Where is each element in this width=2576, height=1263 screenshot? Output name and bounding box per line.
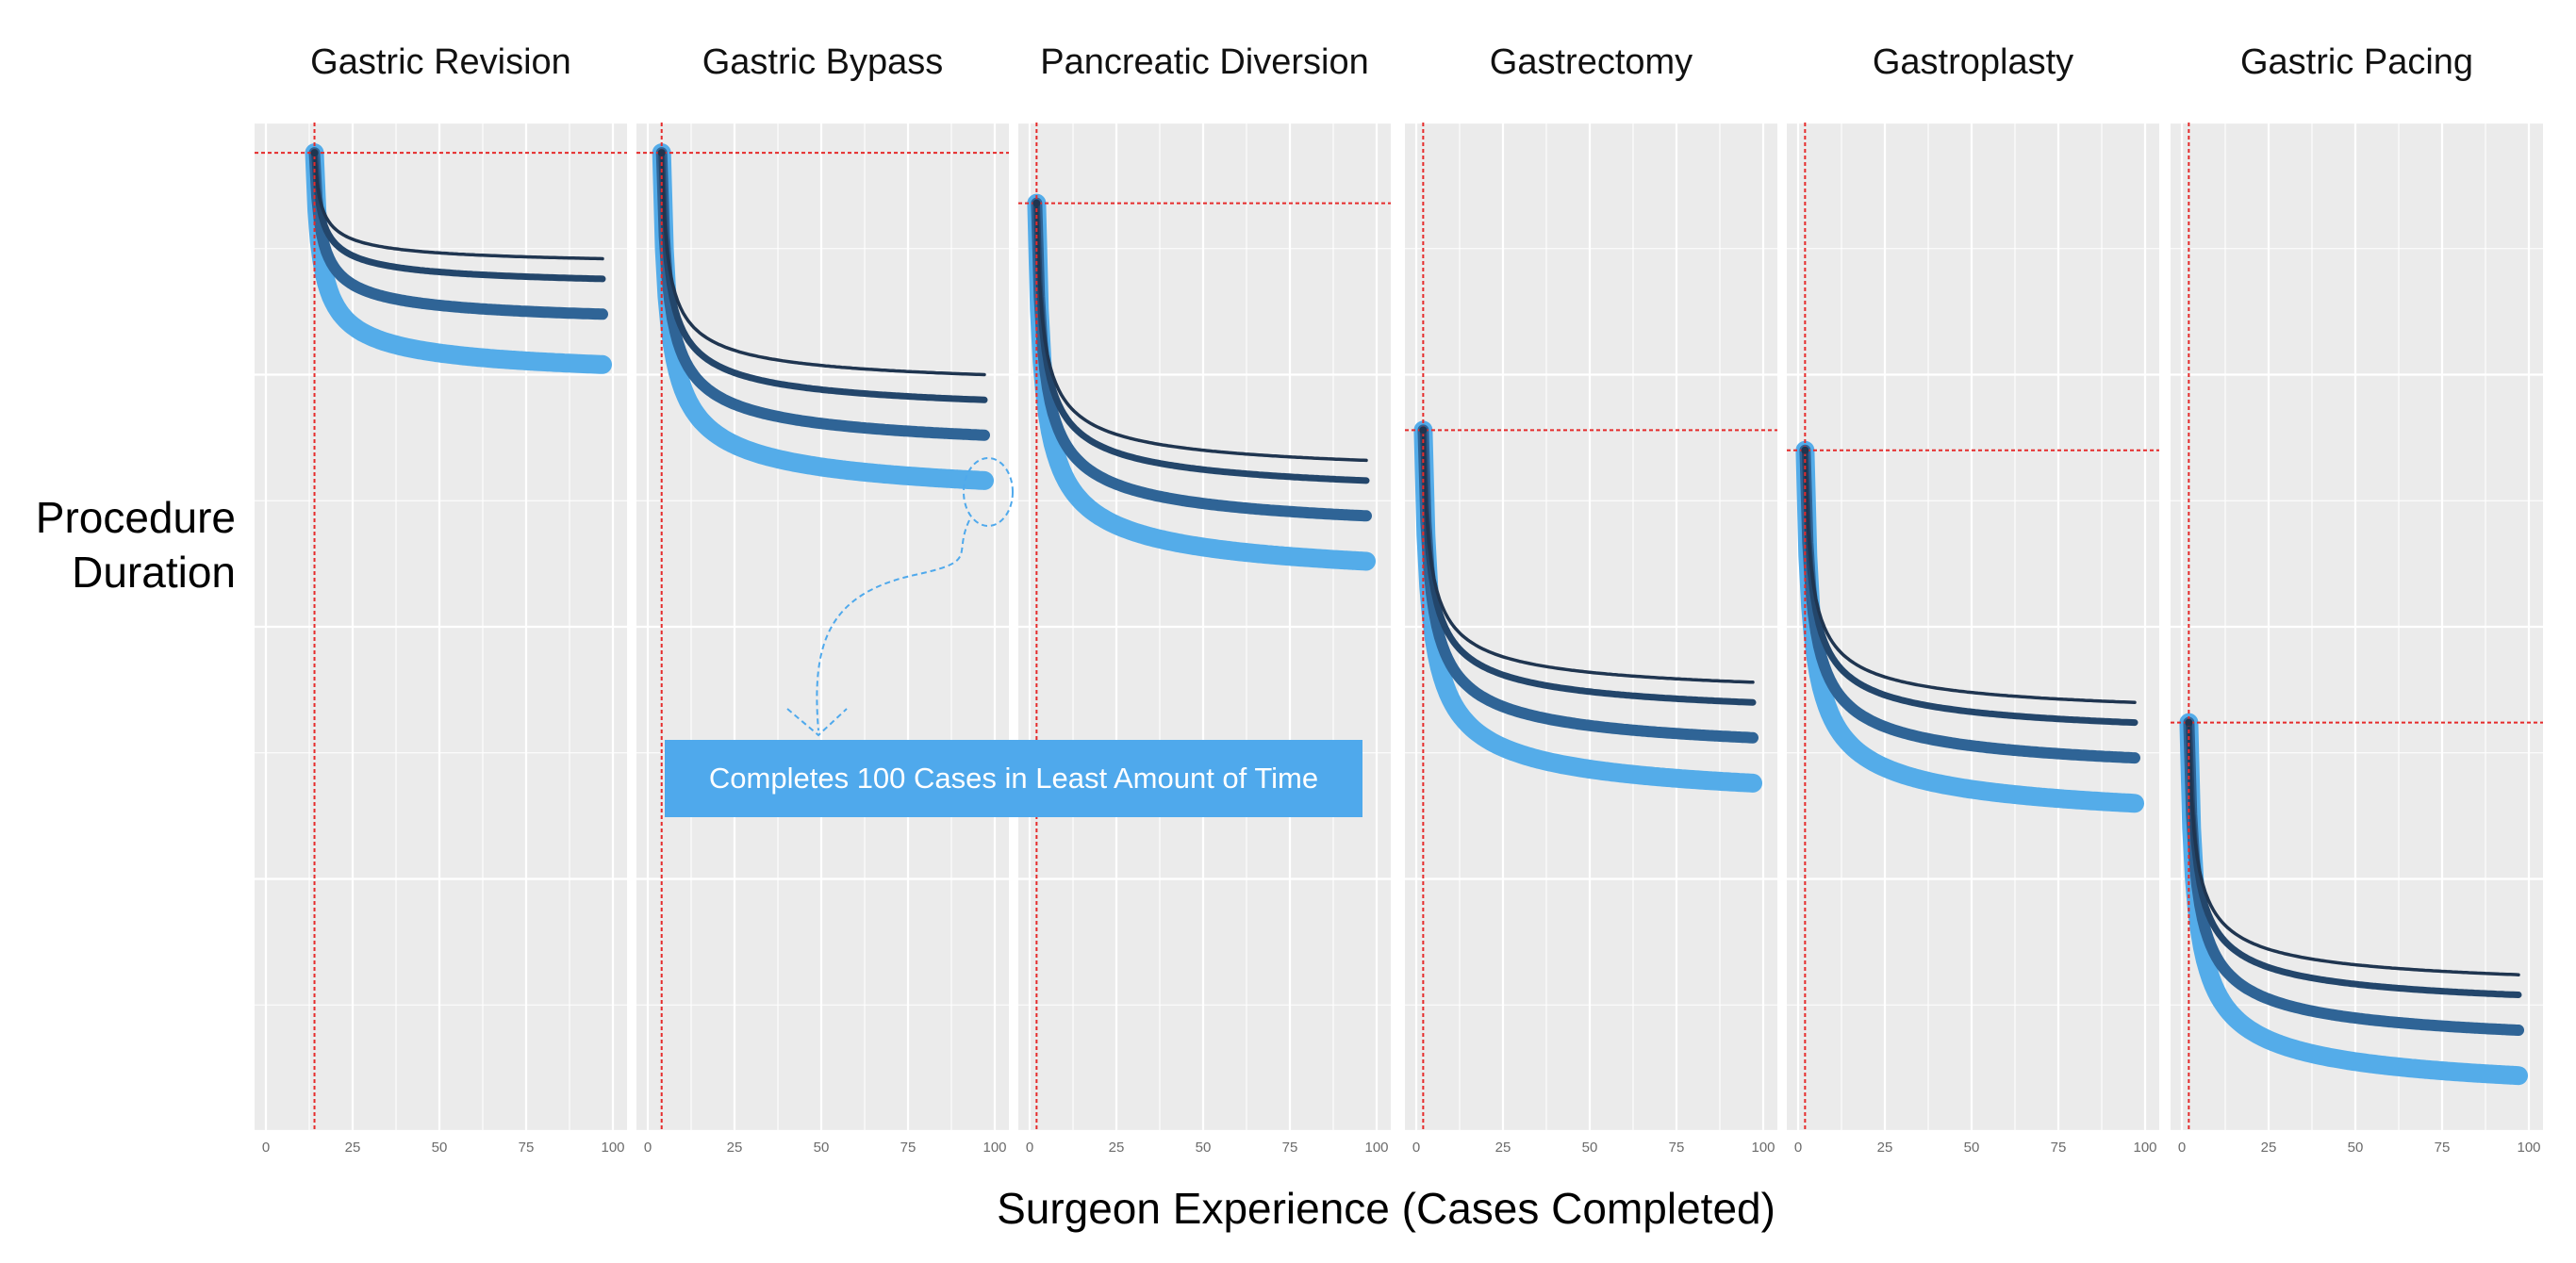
- panel-2: Pancreatic Diversion 0 25 50 75 100: [1018, 42, 1391, 1156]
- x-tick-label: 25: [345, 1140, 361, 1156]
- learning-curve-line: [1801, 447, 2138, 727]
- learning-curve-line: [1799, 444, 2140, 764]
- panel-title: Gastrectomy: [1490, 42, 1693, 82]
- start-point-marker: [1032, 199, 1041, 207]
- learning-curve-line: [305, 143, 612, 374]
- learning-curve-line: [1421, 428, 1755, 684]
- x-tick-label: 50: [1964, 1140, 1980, 1156]
- learning-curve-line: [1027, 193, 1376, 571]
- panel-1: Gastric Bypass 0 25 50 75 100: [636, 42, 1009, 1156]
- x-tick-label: 25: [2261, 1140, 2277, 1156]
- learning-curve-line: [655, 147, 990, 441]
- learning-curve-line: [2185, 719, 2522, 998]
- panel-title: Gastric Revision: [310, 42, 571, 82]
- x-tick-label: 100: [2133, 1140, 2156, 1156]
- x-tick-label: 0: [1412, 1140, 1420, 1156]
- panel-5: Gastric Pacing 0 25 50 75 100: [2171, 42, 2543, 1156]
- panel-0: Gastric Revision 0 25 50 75 100: [255, 42, 627, 1156]
- panel-3: Gastrectomy 0 25 50 75 100: [1405, 42, 1777, 1156]
- panel-title: Pancreatic Diversion: [1040, 42, 1368, 82]
- learning-curve-line: [1803, 449, 2137, 705]
- x-tick-label: 50: [1582, 1140, 1598, 1156]
- x-tick-label: 50: [814, 1140, 830, 1156]
- x-tick-label: 100: [601, 1140, 624, 1156]
- start-point-marker: [657, 149, 666, 157]
- x-tick-label: 100: [1364, 1140, 1388, 1156]
- learning-curve-line: [1419, 426, 1757, 706]
- learning-curve-line: [311, 149, 606, 283]
- learning-curve-line: [312, 151, 604, 261]
- start-point-marker: [2185, 718, 2193, 727]
- annotation-callout: Completes 100 Cases in Least Amount of T…: [665, 740, 1362, 817]
- learning-curve-line: [1795, 440, 2144, 813]
- x-tick-label: 0: [1026, 1140, 1033, 1156]
- x-tick-label: 75: [2435, 1140, 2451, 1156]
- x-tick-label: 100: [2517, 1140, 2540, 1156]
- learning-curve-line: [659, 151, 986, 377]
- learning-curve-line: [1417, 424, 1759, 744]
- learning-curve-line: [2187, 720, 2520, 976]
- x-tick-label: 0: [644, 1140, 652, 1156]
- annotation-arrow: [786, 457, 1014, 737]
- highlight-circle: [963, 457, 1014, 527]
- panel-title: Gastric Pacing: [2240, 42, 2473, 82]
- panel-title: Gastric Bypass: [702, 42, 944, 82]
- x-tick-label: 25: [1877, 1140, 1893, 1156]
- panel-4: Gastroplasty 0 25 50 75 100: [1787, 42, 2159, 1156]
- panel-title: Gastroplasty: [1873, 42, 2073, 82]
- arrow-head: [786, 708, 848, 737]
- y-axis-label: Procedure Duration: [35, 493, 236, 597]
- start-point-marker: [1419, 426, 1428, 435]
- learning-curve-line: [658, 149, 988, 403]
- x-axis-label: Surgeon Experience (Cases Completed): [997, 1184, 1775, 1233]
- x-tick-label: 75: [1669, 1140, 1685, 1156]
- x-tick-label: 75: [519, 1140, 535, 1156]
- learning-curve-line: [1413, 420, 1762, 793]
- x-tick-label: 50: [432, 1140, 448, 1156]
- x-tick-label: 0: [262, 1140, 270, 1156]
- x-tick-label: 25: [727, 1140, 743, 1156]
- arrow-path: [816, 519, 970, 731]
- learning-curve-line: [2179, 713, 2528, 1086]
- learning-curve-line: [652, 143, 994, 490]
- start-point-marker: [1801, 446, 1809, 454]
- learning-curve-line: [1031, 197, 1372, 522]
- x-tick-label: 75: [1282, 1140, 1298, 1156]
- learning-curve-line: [1034, 201, 1368, 463]
- learning-curve-line: [2183, 716, 2524, 1036]
- learning-curve-line: [308, 147, 608, 320]
- x-tick-label: 50: [2348, 1140, 2364, 1156]
- x-tick-label: 0: [1794, 1140, 1802, 1156]
- x-tick-label: 0: [2178, 1140, 2186, 1156]
- x-tick-label: 100: [983, 1140, 1006, 1156]
- x-tick-label: 50: [1196, 1140, 1212, 1156]
- x-tick-label: 75: [2051, 1140, 2067, 1156]
- start-point-marker: [310, 149, 319, 157]
- x-tick-label: 75: [900, 1140, 916, 1156]
- x-tick-label: 25: [1109, 1140, 1125, 1156]
- x-tick-label: 100: [1751, 1140, 1775, 1156]
- learning-curve-line: [1032, 200, 1370, 484]
- x-tick-label: 25: [1495, 1140, 1511, 1156]
